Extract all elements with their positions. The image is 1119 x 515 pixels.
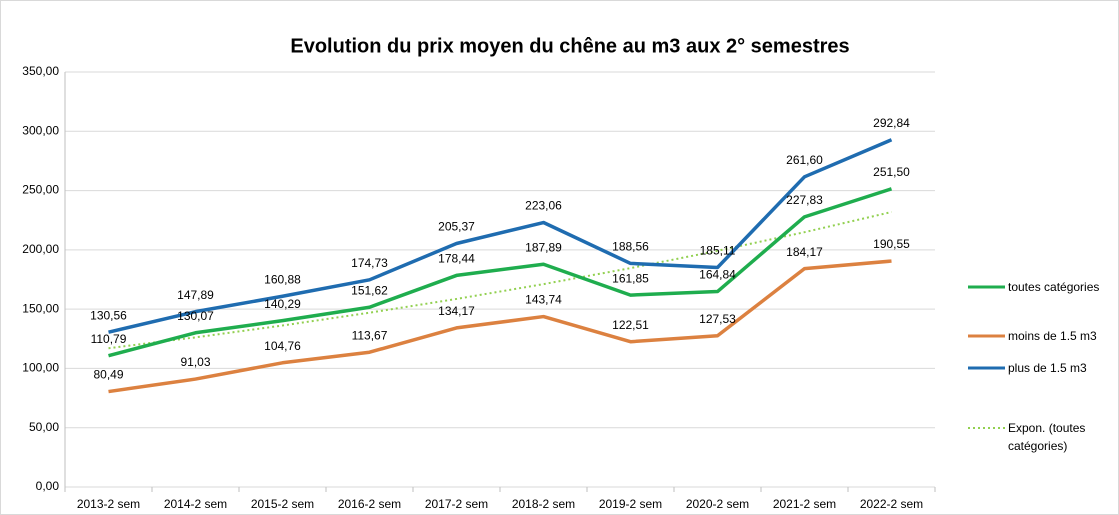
x-tick-label: 2022-2 sem	[860, 497, 923, 511]
data-label: 127,53	[699, 312, 736, 326]
data-label: 185,11	[700, 244, 736, 258]
data-label: 110,79	[91, 332, 127, 346]
y-tick-label: 0,00	[36, 479, 60, 493]
x-tick-label: 2021-2 sem	[773, 497, 836, 511]
x-tick-label: 2017-2 sem	[425, 497, 488, 511]
data-label: 223,06	[525, 199, 562, 213]
data-label: 151,62	[351, 283, 388, 297]
y-tick-label: 100,00	[22, 361, 59, 375]
legend-label: toutes catégories	[1008, 280, 1100, 294]
data-label: 227,83	[786, 193, 823, 207]
series-line	[108, 259, 892, 394]
legend-label: Expon. (toutes catégories)	[1008, 421, 1086, 453]
data-label: 161,85	[612, 271, 649, 285]
data-label: 251,50	[873, 165, 910, 179]
y-tick-label: 300,00	[22, 123, 59, 137]
data-label: 134,17	[438, 304, 475, 318]
data-label: 91,03	[180, 355, 210, 369]
data-label: 122,51	[612, 318, 649, 332]
x-tick-label: 2019-2 sem	[599, 497, 662, 511]
x-tick-label: 2013-2 sem	[77, 497, 140, 511]
series-line	[108, 187, 893, 358]
legend-label: plus de 1.5 m3	[1008, 361, 1087, 375]
data-label: 140,29	[264, 297, 301, 311]
data-label: 261,60	[786, 153, 823, 167]
data-label: 147,89	[177, 288, 214, 302]
y-tick-label: 50,00	[29, 420, 59, 434]
data-label: 187,89	[525, 240, 562, 254]
data-label: 160,88	[264, 272, 301, 286]
y-tick-label: 150,00	[22, 301, 59, 315]
data-label: 178,44	[438, 252, 475, 266]
x-tick-label: 2014-2 sem	[164, 497, 227, 511]
x-tick-label: 2020-2 sem	[686, 497, 749, 511]
x-tick-label: 2015-2 sem	[251, 497, 314, 511]
data-label: 205,37	[438, 220, 475, 234]
y-tick-label: 250,00	[22, 183, 59, 197]
data-label: 190,55	[873, 237, 910, 251]
y-tick-label: 350,00	[22, 64, 59, 78]
series-line	[108, 138, 893, 334]
data-label: 113,67	[352, 328, 388, 342]
data-label: 143,74	[525, 293, 562, 307]
data-label: 104,76	[264, 339, 301, 353]
data-label: 174,73	[351, 256, 388, 270]
data-label: 292,84	[873, 116, 910, 130]
data-label: 164,84	[699, 268, 736, 282]
legend-label: moins de 1.5 m3	[1008, 329, 1097, 343]
data-label: 184,17	[786, 245, 823, 259]
y-tick-label: 200,00	[22, 242, 59, 256]
data-label: 80,49	[93, 368, 123, 382]
data-label: 130,07	[177, 309, 214, 323]
chart-title: Evolution du prix moyen du chêne au m3 a…	[290, 35, 849, 57]
x-tick-label: 2018-2 sem	[512, 497, 575, 511]
data-label: 188,56	[612, 240, 649, 254]
trend-line	[108, 211, 892, 350]
x-tick-label: 2016-2 sem	[338, 497, 401, 511]
data-label: 130,56	[90, 308, 127, 322]
